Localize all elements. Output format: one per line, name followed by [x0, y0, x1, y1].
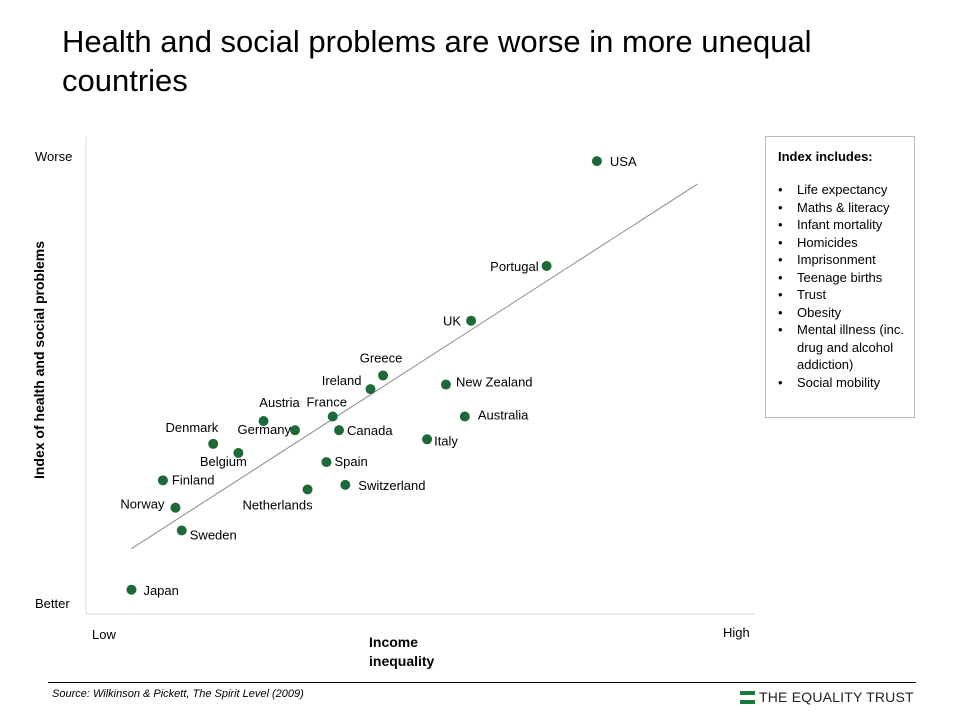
point-label-spain: Spain	[334, 454, 367, 469]
point-label-japan: Japan	[143, 583, 178, 598]
point-germany	[289, 425, 300, 436]
point-label-ireland: Ireland	[322, 373, 362, 388]
point-label-netherlands: Netherlands	[243, 497, 314, 512]
point-greece	[378, 370, 389, 381]
equality-trust-icon	[740, 690, 755, 704]
point-new-zealand	[440, 379, 451, 390]
y-tick-bottom: Better	[35, 596, 70, 611]
point-ireland	[365, 384, 376, 395]
point-label-denmark: Denmark	[165, 420, 218, 435]
scatter-chart: Worse Better Low High Index of health an…	[31, 137, 755, 669]
point-label-switzerland: Switzerland	[358, 478, 425, 493]
point-canada	[334, 425, 345, 436]
point-usa	[591, 156, 602, 167]
point-label-sweden: Sweden	[190, 527, 237, 542]
legend-item: Life expectancy	[778, 181, 904, 199]
legend-item: Obesity	[778, 304, 904, 322]
point-austria	[258, 416, 269, 427]
legend-item: Imprisonment	[778, 251, 904, 269]
point-portugal	[541, 261, 552, 271]
legend-item: Homicides	[778, 234, 904, 252]
point-belgium	[233, 447, 244, 458]
point-label-uk: UK	[443, 314, 461, 329]
legend-item: Infant mortality	[778, 216, 904, 234]
brand-name: THE EQUALITY TRUST	[759, 689, 914, 705]
point-label-austria: Austria	[259, 395, 300, 410]
point-spain	[321, 457, 332, 468]
point-label-new-zealand: New Zealand	[456, 375, 533, 390]
point-italy	[422, 434, 433, 445]
legend-item: Maths & literacy	[778, 199, 904, 217]
point-france	[327, 411, 338, 422]
point-label-australia: Australia	[478, 407, 529, 422]
point-label-france: France	[306, 394, 346, 409]
legend-item: Teenage births	[778, 269, 904, 287]
point-norway	[170, 502, 181, 513]
y-axis-label: Index of health and social problems	[31, 241, 47, 479]
legend-list: Life expectancyMaths & literacyInfant mo…	[778, 181, 904, 391]
point-label-usa: USA	[610, 154, 637, 169]
point-label-belgium: Belgium	[200, 454, 247, 469]
point-label-canada: Canada	[347, 423, 393, 438]
point-sweden	[176, 525, 187, 536]
legend-item: Mental illness (inc. drug and alcohol ad…	[778, 321, 904, 374]
point-japan	[126, 584, 137, 595]
brand-logo: THE EQUALITY TRUST	[740, 689, 914, 705]
point-finland	[157, 475, 168, 486]
point-denmark	[208, 438, 219, 449]
x-tick-high: High	[723, 625, 750, 640]
legend-title: Index includes:	[778, 149, 873, 164]
legend-item: Social mobility	[778, 374, 904, 392]
x-tick-low: Low	[92, 627, 116, 642]
footer-divider	[48, 682, 916, 683]
point-label-greece: Greece	[360, 350, 403, 365]
point-uk	[466, 315, 477, 326]
legend-item: Trust	[778, 286, 904, 304]
page-title: Health and social problems are worse in …	[62, 24, 812, 98]
point-label-finland: Finland	[172, 472, 215, 487]
source-citation: Source: Wilkinson & Pickett, The Spirit …	[52, 688, 304, 700]
point-label-germany: Germany	[238, 422, 292, 437]
point-australia	[459, 411, 470, 422]
point-label-portugal: Portugal	[490, 259, 539, 274]
point-netherlands	[302, 484, 313, 495]
y-tick-top: Worse	[35, 149, 72, 164]
x-axis-label: Income inequality	[369, 634, 435, 669]
point-label-italy: Italy	[434, 433, 458, 448]
point-switzerland	[340, 479, 351, 490]
index-legend: Index includes: Life expectancyMaths & l…	[765, 136, 915, 418]
point-label-norway: Norway	[120, 497, 165, 512]
trend-line	[131, 183, 698, 550]
